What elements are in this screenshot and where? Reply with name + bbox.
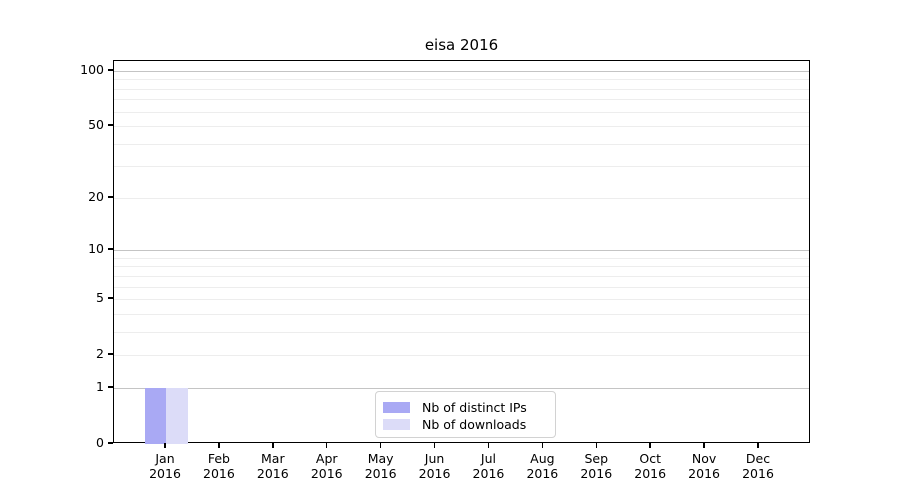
x-tick-year: 2016	[634, 466, 667, 481]
x-tick-label: Feb 2016	[179, 451, 259, 481]
x-tick-year: 2016	[203, 466, 235, 481]
bar-nb-of-distinct-ips	[144, 387, 166, 444]
x-tick-label: Jan 2016	[125, 451, 205, 481]
x-tick-mark	[487, 443, 490, 448]
x-tick-month: Dec	[745, 451, 771, 466]
x-tick-month: Mar	[261, 451, 285, 466]
y-tick-mark	[108, 124, 113, 126]
legend-item-distinct-ips: Nb of distinct IPs	[383, 399, 545, 415]
chart-title: eisa 2016	[424, 36, 499, 54]
bar-nb-of-downloads	[166, 387, 188, 444]
legend-item-downloads: Nb of downloads	[383, 416, 545, 432]
x-tick-label: Aug 2016	[502, 451, 582, 481]
x-tick-month: Nov	[691, 451, 717, 466]
y-tick-label: 1	[96, 378, 104, 394]
y-tick-mark	[108, 297, 113, 299]
x-tick-label: Oct 2016	[610, 451, 690, 481]
x-tick-label: Mar 2016	[233, 451, 313, 481]
minor-gridline	[114, 313, 809, 315]
x-tick-label: Jun 2016	[395, 451, 475, 481]
minor-gridline	[114, 266, 809, 268]
y-tick-mark	[108, 248, 113, 250]
minor-gridline	[114, 88, 809, 90]
x-tick-mark	[703, 443, 705, 448]
x-tick-month: Sep	[584, 451, 609, 466]
y-tick-mark	[108, 353, 113, 355]
x-tick-year: 2016	[310, 466, 343, 481]
x-tick-mark	[164, 443, 166, 448]
x-tick-mark	[272, 443, 274, 448]
x-tick-label: Sep 2016	[556, 451, 636, 481]
minor-gridline	[114, 143, 809, 145]
x-tick-mark	[433, 443, 436, 448]
x-tick-label: May 2016	[341, 451, 421, 481]
minor-gridline	[114, 99, 809, 101]
x-tick-year: 2016	[472, 466, 505, 481]
minor-gridline	[114, 331, 809, 333]
x-tick-mark	[757, 443, 759, 448]
y-tick-label: 50	[88, 117, 104, 133]
minor-gridline	[114, 111, 809, 113]
x-tick-year: 2016	[149, 466, 181, 481]
x-tick-month: Apr	[315, 451, 338, 466]
x-tick-mark	[325, 443, 328, 448]
x-tick-month: Jul	[480, 451, 496, 466]
y-tick-mark	[108, 69, 113, 71]
y-tick-label: 100	[80, 62, 104, 77]
x-tick-label: Apr 2016	[287, 451, 367, 481]
x-tick-label: Dec 2016	[718, 451, 798, 481]
minor-gridline	[114, 286, 809, 288]
x-tick-mark	[379, 443, 382, 448]
minor-gridline	[114, 355, 809, 357]
x-tick-year: 2016	[580, 466, 613, 481]
minor-gridline	[114, 166, 809, 168]
x-tick-mark	[595, 443, 598, 448]
x-tick-year: 2016	[418, 466, 451, 481]
minor-gridline	[114, 257, 809, 259]
x-tick-month: Oct	[639, 451, 661, 466]
y-tick-label: 2	[96, 346, 104, 362]
x-tick-year: 2016	[256, 466, 289, 481]
y-tick-label: 20	[88, 188, 104, 204]
legend-label-downloads: Nb of downloads	[422, 416, 527, 432]
minor-gridline	[114, 126, 809, 128]
x-tick-month: Feb	[207, 451, 230, 466]
x-tick-month: May	[367, 451, 394, 466]
y-tick-label: 10	[88, 241, 104, 257]
minor-gridline	[114, 79, 809, 81]
minor-gridline	[114, 275, 809, 277]
minor-gridline	[114, 299, 809, 301]
major-gridline	[114, 250, 809, 252]
x-tick-year: 2016	[526, 466, 559, 481]
x-tick-label: Jul 2016	[448, 451, 528, 481]
y-tick-label: 0	[96, 435, 104, 450]
x-tick-year: 2016	[742, 466, 774, 481]
y-tick-mark	[108, 442, 113, 444]
minor-gridline	[114, 197, 809, 199]
x-tick-mark	[649, 443, 651, 448]
legend: Nb of distinct IPs Nb of downloads	[375, 391, 556, 438]
legend-label-distinct-ips: Nb of distinct IPs	[422, 399, 527, 415]
legend-swatch-downloads	[383, 418, 410, 430]
major-gridline	[114, 71, 809, 72]
x-tick-year: 2016	[364, 466, 397, 481]
legend-swatch-distinct-ips	[383, 401, 410, 413]
plot-area: Nb of distinct IPs Nb of downloads	[113, 60, 810, 444]
x-tick-month: Jun	[424, 451, 445, 466]
x-tick-mark	[218, 443, 220, 448]
y-tick-mark	[108, 386, 113, 388]
y-tick-label: 5	[96, 290, 104, 306]
major-gridline	[114, 387, 809, 389]
x-tick-month: Aug	[530, 451, 555, 466]
x-tick-year: 2016	[688, 466, 720, 481]
x-tick-label: Nov 2016	[664, 451, 744, 481]
y-tick-mark	[108, 196, 113, 198]
x-tick-month: Jan	[155, 451, 175, 466]
x-tick-mark	[541, 443, 544, 448]
